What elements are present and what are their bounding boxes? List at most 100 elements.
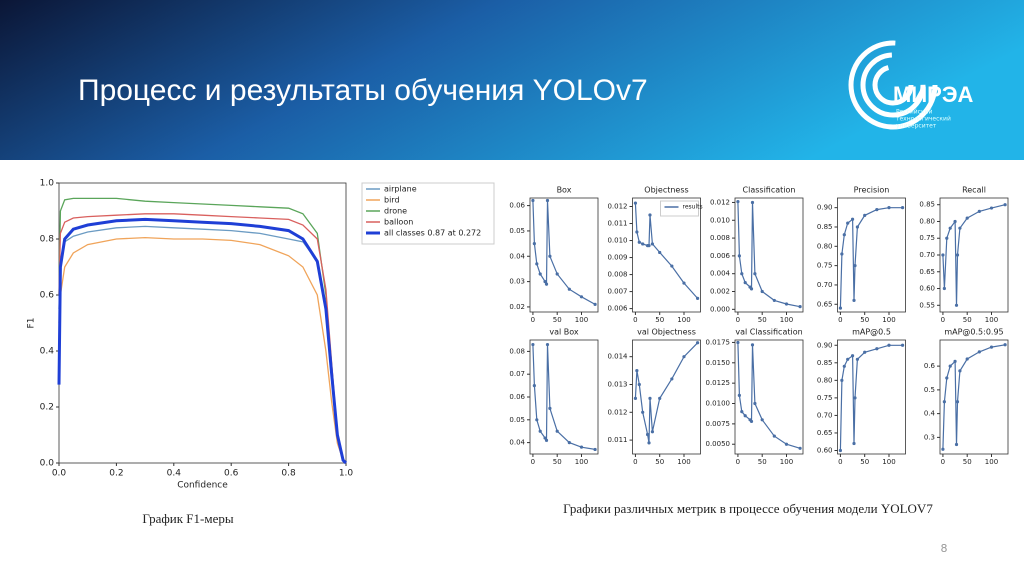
data-line <box>634 342 699 443</box>
x-tick-label: 50 <box>553 458 562 466</box>
data-point <box>954 442 959 447</box>
y-tick-label: 0.70 <box>919 251 935 259</box>
y-tick-label: 0.80 <box>817 242 833 250</box>
y-tick-label: 0.007 <box>607 288 627 296</box>
x-tick-label: 50 <box>963 458 972 466</box>
data-point <box>798 305 802 309</box>
y-tick-label: 0.4 <box>40 347 55 357</box>
data-point <box>567 287 571 291</box>
data-point <box>953 359 957 363</box>
x-tick-label: 50 <box>758 458 767 466</box>
y-tick-label: 0.04 <box>509 252 525 260</box>
data-point <box>670 264 674 268</box>
data-line <box>634 203 699 299</box>
chart-title: Precision <box>854 186 890 195</box>
y-tick-label: 0.8 <box>40 235 55 245</box>
y-tick-label: 0.05 <box>509 227 525 235</box>
data-point <box>965 357 969 361</box>
data-point <box>548 254 552 258</box>
x-tick-label: 100 <box>882 458 895 466</box>
slide-title: Процесс и результаты обучения YOLOv7 <box>78 74 648 107</box>
plot-frame <box>939 339 1009 455</box>
data-point <box>670 377 674 381</box>
chart-title: Objectness <box>644 186 688 195</box>
data-point <box>784 302 789 306</box>
data-point <box>875 347 879 351</box>
data-point <box>555 272 559 276</box>
x-tick-label: 0 <box>838 316 842 324</box>
data-point <box>658 396 662 400</box>
y-tick-label: 0.60 <box>919 285 935 293</box>
data-point <box>543 280 547 284</box>
data-line <box>58 236 347 464</box>
x-tick-label: 0 <box>633 316 637 324</box>
data-point <box>989 206 994 210</box>
data-point <box>760 418 764 422</box>
legend-label: drone <box>384 207 407 216</box>
data-point <box>682 281 686 285</box>
x-tick-label: 0 <box>736 458 740 466</box>
data-point <box>977 209 981 214</box>
x-tick-label: 0.2 <box>109 469 123 479</box>
y-tick-label: 0.008 <box>710 234 730 242</box>
data-point <box>736 340 740 345</box>
data-point <box>544 282 549 286</box>
data-point <box>740 410 744 414</box>
plot-frame <box>939 197 1009 313</box>
x-tick-label: 50 <box>963 316 972 324</box>
data-point <box>900 343 905 347</box>
data-point <box>545 342 550 347</box>
y-tick-label: 0.5 <box>924 386 935 394</box>
y-tick-label: 0.000 <box>710 305 730 313</box>
y-tick-label: 0.3 <box>924 433 935 441</box>
data-point <box>863 213 867 217</box>
y-tick-label: 0.0100 <box>706 400 731 408</box>
data-point <box>838 306 843 310</box>
data-point <box>749 419 754 424</box>
data-point <box>736 199 740 204</box>
data-point <box>852 298 856 303</box>
data-point <box>798 446 802 450</box>
y-tick-label: 0.006 <box>607 305 628 313</box>
chart-title: Recall <box>962 186 986 195</box>
data-point <box>953 219 957 224</box>
y-tick-label: 0.65 <box>817 300 833 308</box>
x-tick-label: 1.0 <box>339 469 354 479</box>
y-tick-label: 0.012 <box>607 408 627 416</box>
logo-name: МИРЭА <box>893 82 973 107</box>
data-point <box>635 368 639 373</box>
data-point <box>942 286 946 291</box>
x-tick-label: 50 <box>860 316 869 324</box>
y-tick-label: 0.009 <box>607 254 627 262</box>
x-tick-label: 100 <box>575 316 588 324</box>
data-point <box>855 225 860 229</box>
data-point <box>567 441 571 445</box>
y-tick-label: 0.2 <box>40 403 54 413</box>
y-tick-label: 0.0050 <box>706 440 731 448</box>
y-tick-label: 0.75 <box>919 234 935 242</box>
x-tick-label: 0.6 <box>224 469 239 479</box>
data-point <box>633 201 638 205</box>
data-point <box>743 281 747 285</box>
data-point <box>842 233 846 237</box>
data-point <box>1003 203 1007 207</box>
y-tick-label: 0.55 <box>919 301 935 309</box>
data-point <box>958 369 962 373</box>
x-tick-label: 0 <box>736 316 740 324</box>
data-point <box>753 272 757 276</box>
data-point <box>945 236 949 240</box>
data-point <box>637 382 641 387</box>
legend-box <box>361 182 495 245</box>
chart-title: val Objectness <box>637 328 696 337</box>
legend-label: results <box>683 204 703 211</box>
x-tick-label: 100 <box>780 316 793 324</box>
data-point <box>846 357 850 361</box>
data-line <box>942 204 1006 306</box>
data-point <box>838 448 843 453</box>
data-point <box>958 226 962 230</box>
x-tick-label: 100 <box>882 316 895 324</box>
data-point <box>538 272 542 276</box>
x-tick-label: 50 <box>655 458 664 466</box>
data-point <box>743 414 747 418</box>
chart-title: val Classification <box>735 328 802 337</box>
